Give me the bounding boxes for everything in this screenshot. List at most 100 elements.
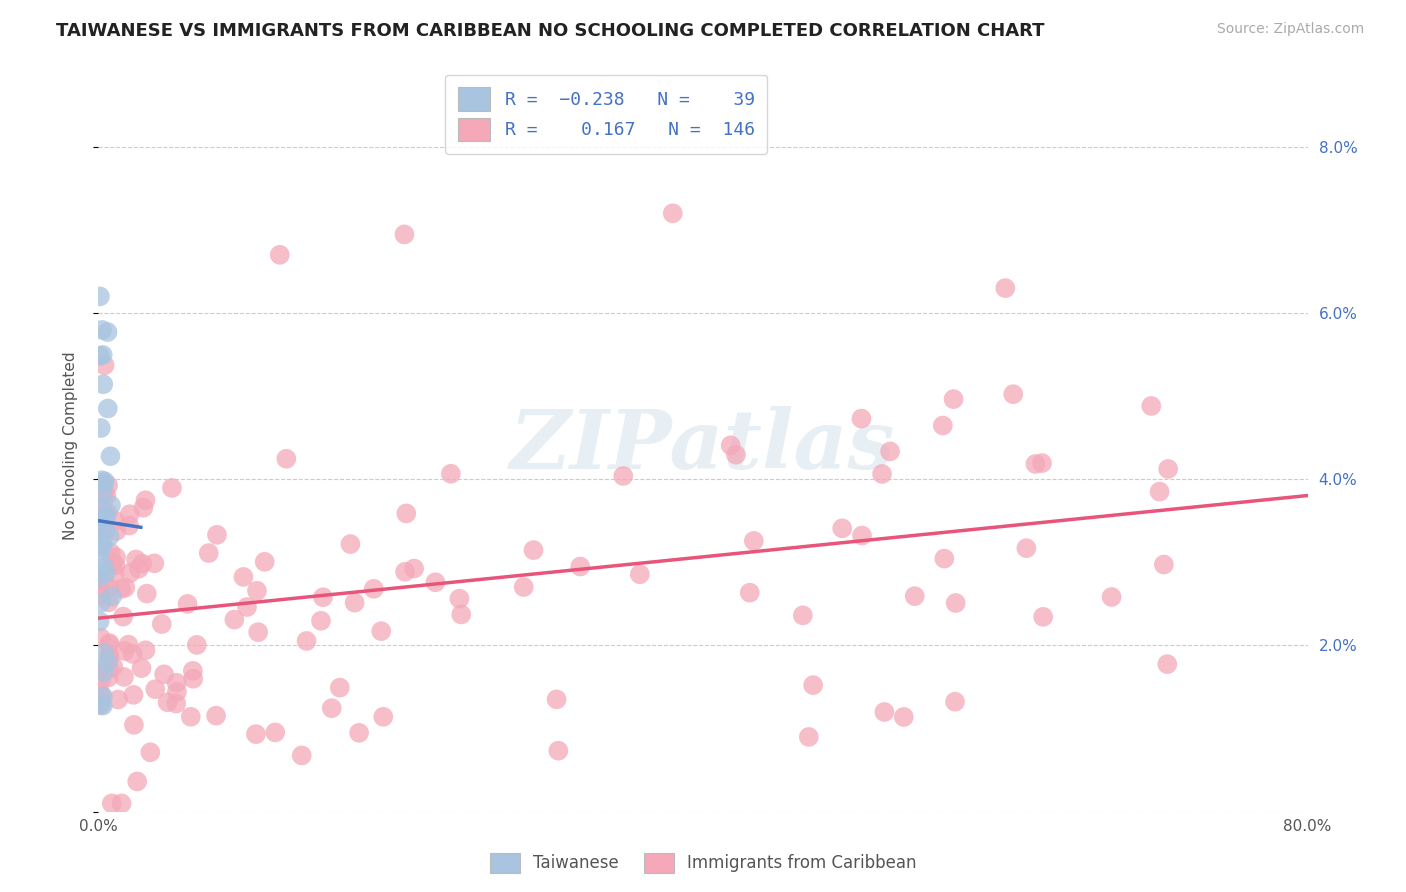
Point [97, 595, 120, 609]
Point [98, 529, 121, 543]
Point [851, 411, 873, 425]
Point [661, 206, 683, 220]
Point [97, 325, 120, 339]
Point [143, 682, 166, 697]
Text: ZIPatlas: ZIPatlas [510, 406, 896, 486]
Point [264, 725, 287, 739]
Point [93, 574, 115, 588]
Point [404, 561, 426, 575]
Point [994, 281, 1017, 295]
Point [932, 418, 955, 433]
Point [94, 524, 117, 538]
Point [90, 536, 112, 550]
Point [105, 550, 128, 565]
Point [945, 596, 967, 610]
Point [253, 555, 276, 569]
Point [90, 473, 112, 487]
Point [100, 546, 122, 560]
Point [121, 647, 143, 661]
Point [122, 718, 145, 732]
Point [449, 591, 471, 606]
Point [89, 589, 111, 603]
Point [101, 556, 124, 570]
Point [1153, 558, 1175, 572]
Point [153, 667, 176, 681]
Point [114, 581, 136, 595]
Point [150, 617, 173, 632]
Point [89, 349, 111, 363]
Point [370, 624, 392, 639]
Point [91, 538, 114, 552]
Point [135, 586, 157, 600]
Point [450, 607, 472, 622]
Point [100, 449, 122, 463]
Point [134, 493, 156, 508]
Point [1140, 399, 1163, 413]
Y-axis label: No Schooling Completed: No Schooling Completed [63, 351, 77, 541]
Text: Source: ZipAtlas.com: Source: ZipAtlas.com [1216, 22, 1364, 37]
Point [165, 697, 187, 711]
Point [128, 562, 150, 576]
Point [440, 467, 463, 481]
Point [105, 524, 128, 538]
Point [245, 727, 267, 741]
Point [90, 514, 112, 528]
Point [321, 701, 343, 715]
Point [247, 625, 270, 640]
Legend: Taiwanese, Immigrants from Caribbean: Taiwanese, Immigrants from Caribbean [482, 847, 924, 880]
Point [107, 692, 129, 706]
Point [91, 348, 114, 362]
Point [205, 528, 228, 542]
Legend: R =  −0.238   N =    39, R =    0.167   N =  146: R = −0.238 N = 39, R = 0.167 N = 146 [446, 75, 768, 153]
Point [269, 248, 291, 262]
Point [104, 558, 127, 573]
Point [91, 664, 114, 678]
Point [104, 514, 127, 528]
Point [110, 582, 132, 596]
Point [942, 392, 965, 406]
Point [1157, 462, 1180, 476]
Point [309, 614, 332, 628]
Point [831, 521, 853, 535]
Point [93, 522, 115, 536]
Point [90, 595, 112, 609]
Point [101, 590, 124, 604]
Point [276, 451, 298, 466]
Point [120, 566, 142, 580]
Point [547, 744, 569, 758]
Point [312, 591, 335, 605]
Point [89, 685, 111, 699]
Point [103, 566, 125, 581]
Point [801, 678, 824, 692]
Point [132, 500, 155, 515]
Point [738, 585, 761, 599]
Point [1149, 484, 1171, 499]
Point [93, 477, 115, 491]
Point [94, 475, 117, 489]
Point [943, 695, 966, 709]
Point [98, 636, 121, 650]
Point [373, 710, 395, 724]
Point [98, 662, 121, 676]
Point [97, 506, 120, 520]
Point [569, 559, 592, 574]
Point [101, 797, 124, 811]
Point [295, 634, 318, 648]
Point [97, 655, 120, 669]
Point [93, 560, 115, 574]
Point [93, 487, 115, 501]
Point [118, 518, 141, 533]
Point [131, 661, 153, 675]
Point [89, 570, 111, 584]
Point [98, 638, 121, 652]
Point [89, 614, 111, 628]
Point [1031, 456, 1053, 470]
Point [110, 797, 132, 811]
Point [139, 745, 162, 759]
Point [176, 597, 198, 611]
Point [93, 358, 115, 372]
Point [90, 690, 112, 704]
Point [93, 647, 115, 661]
Point [347, 726, 370, 740]
Point [395, 507, 418, 521]
